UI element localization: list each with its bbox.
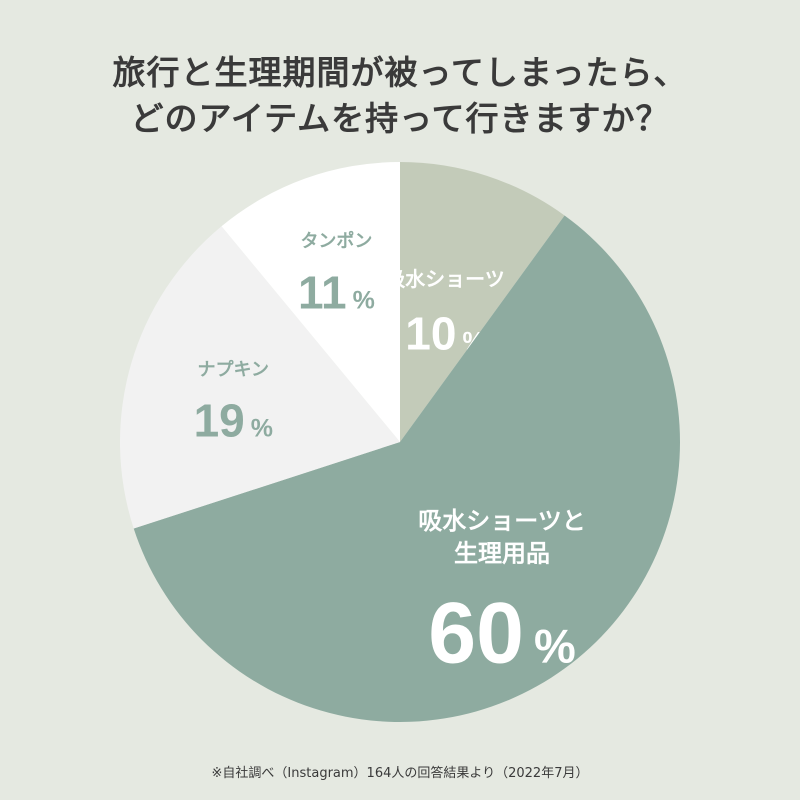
pie-slice-1 [133,215,681,723]
title-line-1: 旅行と生理期間が被ってしまったら、 [112,53,688,92]
slice-label-name: 生理用品 [454,539,550,567]
slice-value: 60% [428,585,575,681]
slice-label-3: タンポン 11% [298,230,375,318]
chart-title: 旅行と生理期間が被ってしまったら、 どのアイテムを持って行きますか？ [0,50,800,142]
pie-slice-0 [400,162,565,442]
pie-slice-2 [120,226,401,529]
slice-label-name: ナプキン [198,358,269,380]
slice-label-name: タンポン [300,230,372,252]
slice-value: 19% [194,394,273,446]
slice-value: 11% [298,266,375,318]
slice-label-name: 吸水ショーツと [418,507,586,535]
slice-label-name: 吸水ショーツ [385,267,505,291]
footnote: ※自社調べ（Instagram）164人の回答結果より（2022年7月） [211,766,589,781]
pie-slice-3 [221,162,400,442]
slice-label-2: ナプキン 19% [194,358,273,446]
title-line-2: どのアイテムを持って行きますか？ [130,99,670,138]
